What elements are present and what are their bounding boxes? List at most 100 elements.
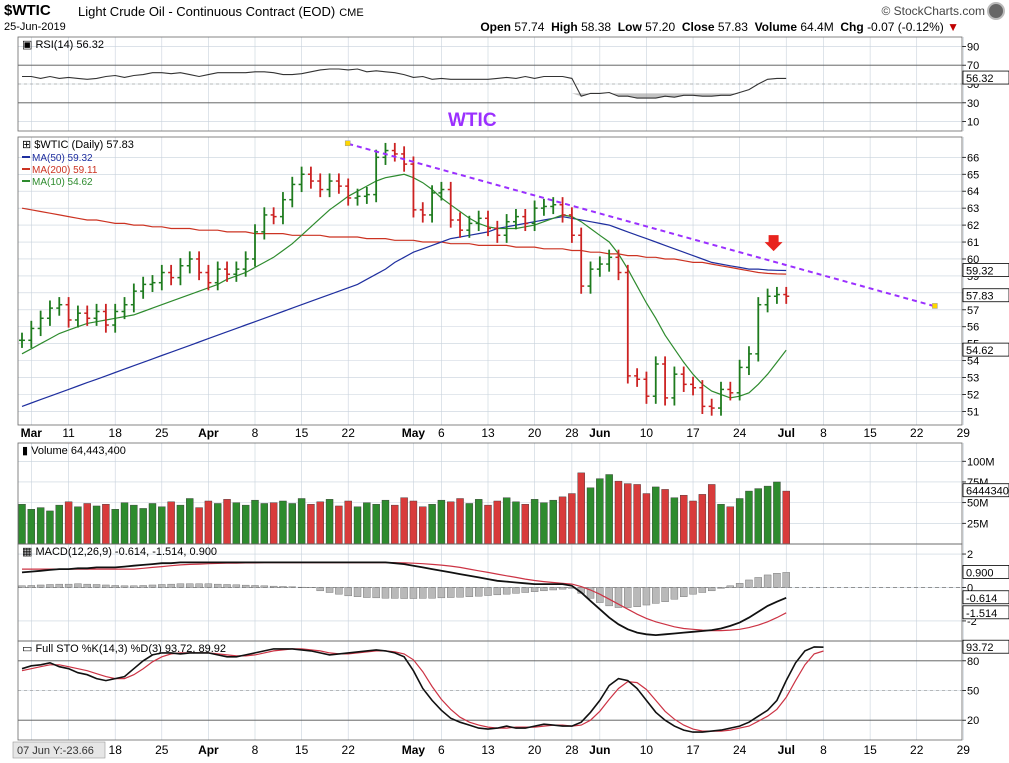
price-legend-item: MA(200) 59.11 bbox=[32, 165, 98, 176]
macd-histogram-bar bbox=[456, 587, 464, 598]
volume-bar bbox=[596, 478, 604, 545]
volume-bar bbox=[754, 488, 762, 545]
rsi-oversold-fill bbox=[22, 93, 787, 99]
volume-bar bbox=[55, 504, 63, 545]
y-tick-label: 50M bbox=[967, 498, 988, 510]
macd-histogram-bar bbox=[260, 585, 269, 588]
symbol-title: $WTIC bbox=[4, 2, 51, 19]
chg-value: -0.07 (-0.12%) bbox=[867, 20, 944, 34]
x-tick-label: 29 bbox=[957, 426, 971, 440]
x-tick-label: 25 bbox=[155, 426, 169, 440]
price-label-box bbox=[962, 590, 1009, 605]
volume-bar bbox=[642, 493, 651, 545]
volume-bar bbox=[521, 504, 529, 545]
macd-histogram-bar bbox=[372, 587, 380, 599]
macd-histogram-bar bbox=[344, 587, 352, 597]
x-tick-label: Jul bbox=[778, 743, 795, 757]
price-legend-item: MA(50) 59.32 bbox=[32, 153, 93, 164]
volume-bar bbox=[419, 506, 427, 545]
price-label-box bbox=[962, 483, 1009, 498]
volume-bar bbox=[325, 499, 334, 545]
macd-histogram-bar bbox=[586, 587, 595, 599]
macd-histogram-bar bbox=[167, 583, 175, 588]
volume-bar bbox=[381, 499, 390, 545]
macd-histogram-bar bbox=[130, 585, 138, 588]
y-tick-label: 65 bbox=[967, 169, 979, 181]
price-label-text: 54.62 bbox=[966, 345, 994, 357]
macd-histogram-bar bbox=[176, 583, 185, 588]
macd-histogram-bar bbox=[391, 587, 399, 599]
macd-histogram-bar bbox=[204, 583, 213, 588]
volume-bar bbox=[214, 503, 222, 545]
x-tick-label: 28 bbox=[565, 743, 579, 757]
macd-histogram-bar bbox=[363, 587, 371, 598]
x-tick-label: 24 bbox=[733, 426, 747, 440]
x-tick-label: 15 bbox=[863, 426, 877, 440]
macd-histogram-bar bbox=[223, 584, 231, 588]
volume-bar bbox=[92, 505, 101, 545]
gear-icon[interactable] bbox=[987, 2, 1005, 20]
y-tick-label: 90 bbox=[967, 41, 979, 53]
macd-histogram-bar bbox=[474, 587, 483, 597]
volume-bar bbox=[680, 494, 688, 545]
volume-bar bbox=[83, 503, 91, 545]
macd-histogram-bar bbox=[27, 585, 36, 588]
macd-histogram-bar bbox=[158, 584, 166, 588]
volume-bar bbox=[661, 489, 669, 545]
macd-histogram-bar bbox=[437, 587, 446, 599]
chart-date: 25-Jun-2019 bbox=[4, 21, 66, 33]
volume-bar bbox=[223, 499, 231, 545]
macd-histogram-bar bbox=[241, 584, 250, 588]
macd-histogram-bar bbox=[335, 587, 343, 595]
trendline-end-handle bbox=[932, 303, 938, 309]
chart-header: $WTIC Light Crude Oil - Continuous Contr… bbox=[0, 0, 1009, 36]
volume-bar bbox=[102, 504, 110, 545]
macd-histogram-bar bbox=[316, 587, 324, 592]
volume-bar bbox=[204, 500, 213, 545]
symbol-description: Light Crude Oil - Continuous Contract (E… bbox=[78, 4, 364, 19]
macd-histogram-bar bbox=[18, 585, 26, 588]
macd-histogram-bar bbox=[400, 587, 408, 599]
y-tick-label: 100M bbox=[967, 456, 995, 468]
volume-bar bbox=[64, 501, 73, 545]
macd-histogram-bar bbox=[605, 587, 613, 607]
macd-histogram-bar bbox=[484, 587, 492, 596]
volume-bar bbox=[568, 493, 576, 545]
y-tick-label: 25M bbox=[967, 518, 988, 530]
volume-bar bbox=[279, 500, 287, 545]
macd-histogram-bar bbox=[74, 583, 82, 588]
price-label-box bbox=[962, 639, 1009, 654]
volume-value: 64.4M bbox=[800, 20, 834, 34]
volume-bar bbox=[363, 502, 371, 545]
ma200-line bbox=[21, 207, 787, 275]
volume-bar bbox=[540, 502, 548, 545]
x-tick-label: May bbox=[402, 743, 426, 757]
volume-bar bbox=[130, 504, 138, 545]
volume-bar bbox=[782, 490, 790, 545]
rsi-title: ▣ RSI(14) 56.32 bbox=[22, 39, 104, 51]
x-tick-label: 15 bbox=[295, 426, 309, 440]
wtic-annotation: WTIC bbox=[448, 110, 497, 131]
macd-signal-line bbox=[22, 561, 787, 632]
volume-bar bbox=[474, 499, 483, 545]
macd-histogram-bar bbox=[726, 585, 735, 588]
volume-bar bbox=[251, 499, 259, 545]
macd-histogram-bar bbox=[232, 584, 241, 588]
volume-bar bbox=[689, 500, 697, 545]
volume-bar bbox=[36, 507, 45, 545]
price-legend-item: MA(10) 54.62 bbox=[32, 177, 93, 188]
volume-bar bbox=[605, 474, 613, 545]
macd-histogram-bar bbox=[502, 587, 511, 595]
price-label-box bbox=[962, 605, 1009, 620]
y-tick-label: 66 bbox=[967, 152, 979, 164]
trendline-start-handle bbox=[344, 140, 351, 147]
x-tick-label: 17 bbox=[686, 426, 700, 440]
macd-histogram-bar bbox=[353, 587, 362, 597]
y-tick-label: -2 bbox=[967, 616, 977, 628]
macd-histogram-bar bbox=[745, 579, 753, 588]
open-label: Open bbox=[480, 20, 512, 34]
y-tick-label: 57 bbox=[967, 305, 979, 317]
y-tick-label: 30 bbox=[967, 98, 979, 110]
macd-histogram-bar bbox=[652, 587, 660, 604]
macd-histogram-bar bbox=[549, 587, 557, 591]
